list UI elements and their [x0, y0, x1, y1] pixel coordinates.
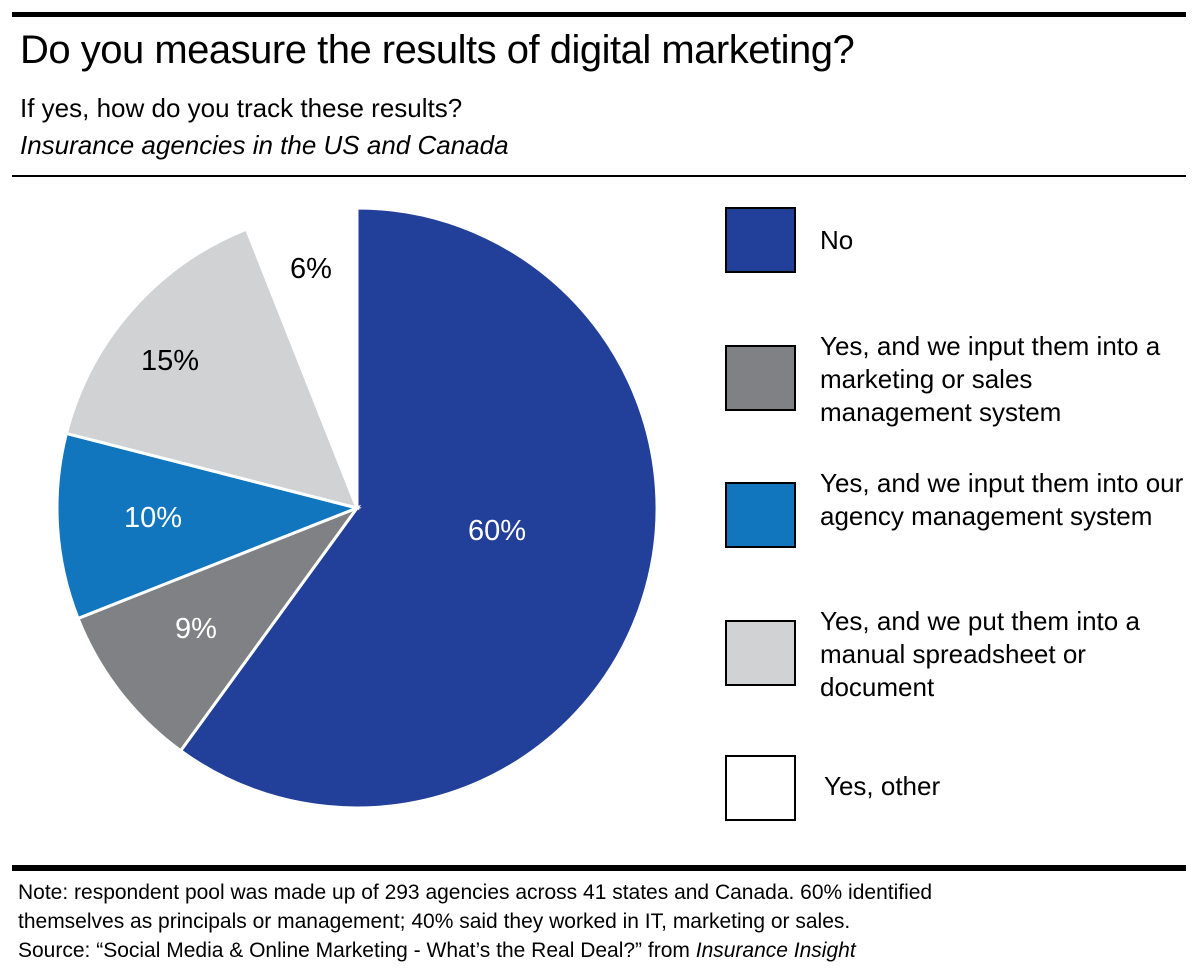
legend-swatch [725, 482, 796, 548]
legend-swatch [725, 620, 796, 686]
legend-label: No [820, 225, 854, 255]
data-label-3: 15% [141, 345, 199, 377]
data-label-1: 9% [175, 613, 217, 645]
source-line: Source: “Social Media & Online Marketing… [18, 936, 932, 965]
source-prefix: Source: “Social Media & Online Marketing… [18, 939, 696, 962]
chart-subtitle: If yes, how do you track these results? [20, 93, 463, 123]
top-rule [12, 12, 1186, 17]
legend-label: Yes, and we input them into our agency m… [820, 468, 1184, 531]
pie-chart: 60% 9% 10% 15% 6% [55, 206, 659, 810]
chart-title: Do you measure the results of digital ma… [20, 28, 855, 72]
pie-slice-1 [76, 504, 362, 753]
legend-label: Yes, other [824, 771, 941, 801]
pie-slice-3 [64, 227, 360, 511]
source-publication: Insurance Insight [695, 939, 856, 962]
data-label-0: 60% [468, 515, 526, 547]
note-line-1: Note: respondent pool was made up of 293… [18, 881, 933, 904]
legend-swatch [725, 755, 796, 821]
data-label-4: 6% [290, 253, 332, 285]
data-label-2: 10% [124, 502, 182, 534]
footer-rule [12, 865, 1186, 871]
legend-swatch [725, 345, 796, 411]
header-rule [12, 175, 1186, 177]
note-line-2: themselves as principals or management; … [18, 910, 851, 933]
legend-label: Yes, and we put them into a manual sprea… [820, 606, 1140, 702]
pie-slice-0 [178, 206, 659, 810]
pie-slice-2 [55, 431, 362, 621]
legend-label: Yes, and we input them into a marketing … [820, 331, 1161, 427]
legend-swatch [725, 207, 796, 273]
chart-subtitle-population: Insurance agencies in the US and Canada [20, 130, 509, 160]
footnote: Note: respondent pool was made up of 293… [18, 878, 932, 965]
pie-slice-4 [244, 206, 359, 509]
